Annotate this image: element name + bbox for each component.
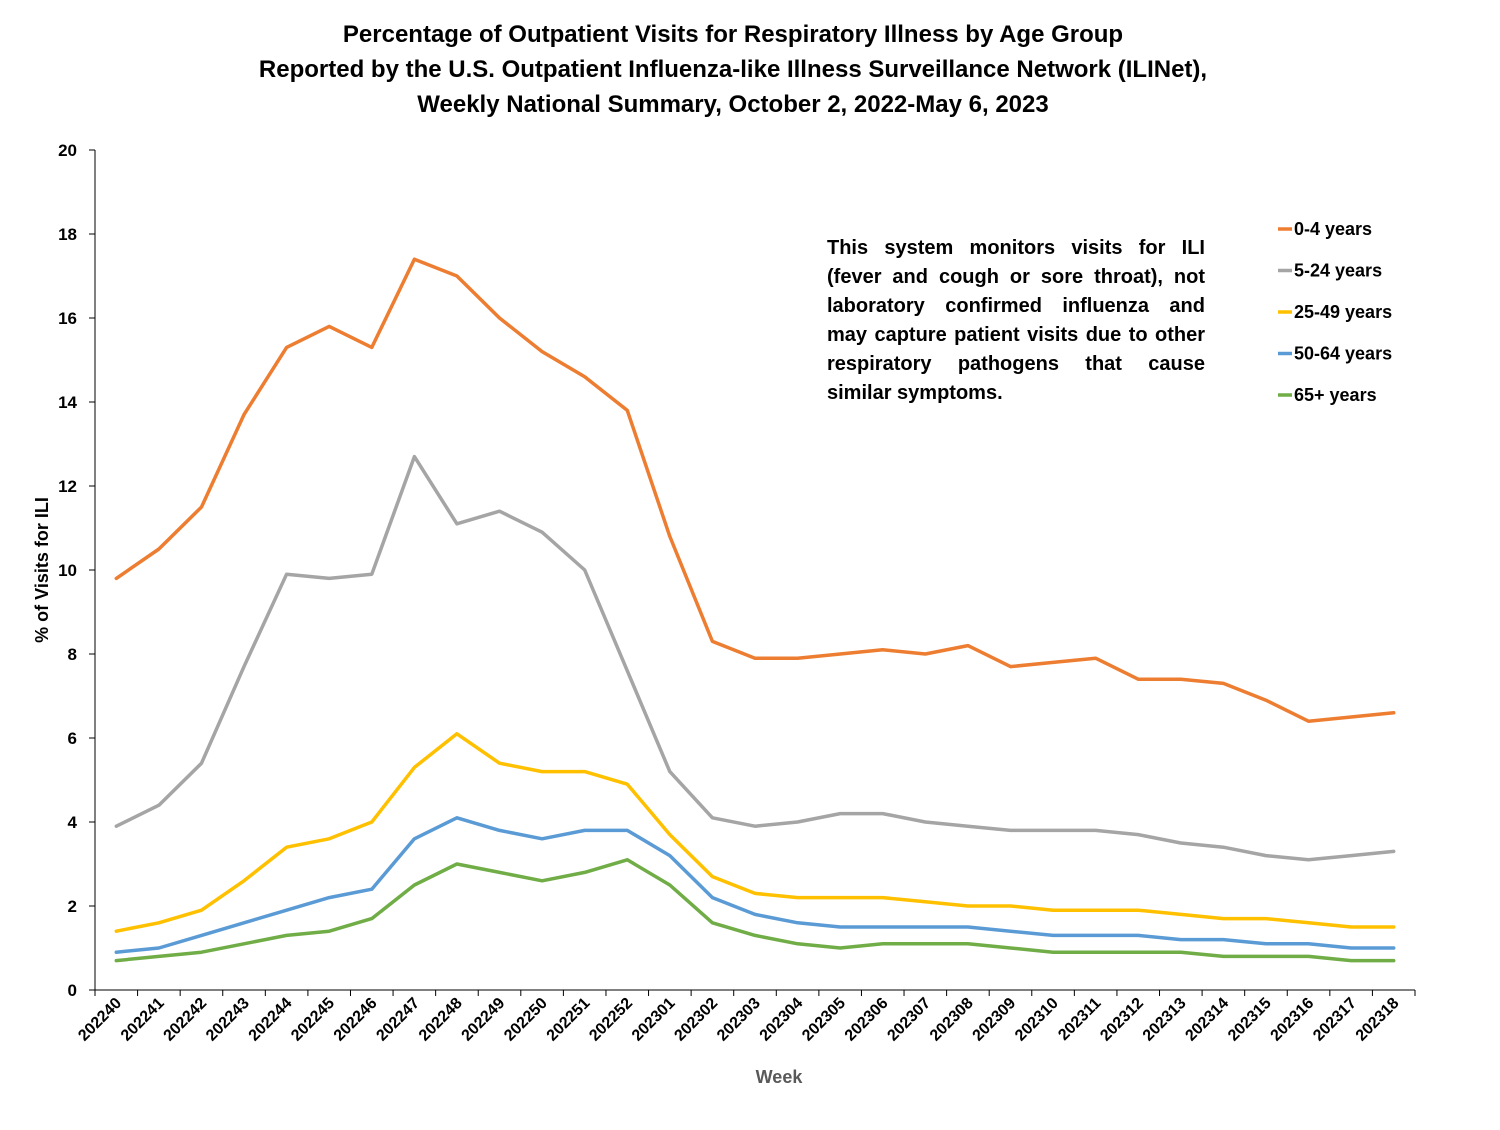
y-tick-label: 0	[68, 981, 77, 1000]
x-tick-label: 202251	[544, 995, 594, 1045]
series-line-5-24-years	[114, 454, 1396, 862]
y-tick-label: 10	[58, 561, 77, 580]
x-tick-label: 202309	[970, 995, 1020, 1045]
axes	[94, 150, 1415, 991]
x-tick-label: 202307	[884, 995, 934, 1045]
legend-label: 0-4 years	[1294, 219, 1372, 239]
y-tick-label: 6	[68, 729, 77, 748]
x-tick-label: 202301	[629, 995, 679, 1045]
y-tick-label: 8	[68, 645, 77, 664]
x-tick-label: 202240	[75, 995, 125, 1045]
x-tick-label: 202303	[714, 995, 764, 1045]
y-axis-title: % of Visits for ILI	[32, 497, 52, 643]
x-axis-ticks: 2022402022412022422022432022442022452022…	[75, 990, 1416, 1045]
chart-title-line-2: Reported by the U.S. Outpatient Influenz…	[259, 56, 1207, 83]
x-tick-label: 202314	[1182, 995, 1232, 1045]
legend-label: 5-24 years	[1294, 261, 1382, 281]
annotation-note: This system monitors visits for ILI (fev…	[827, 237, 1205, 404]
x-tick-label: 202245	[288, 995, 338, 1045]
x-tick-label: 202306	[842, 995, 892, 1045]
series-lines	[114, 257, 1396, 963]
x-tick-label: 202308	[927, 995, 977, 1045]
y-axis-ticks: 0 2 4 6 8 10 12 14 16 18 20	[58, 141, 95, 1000]
y-tick-label: 14	[58, 393, 77, 412]
x-tick-label: 202316	[1268, 995, 1318, 1045]
x-tick-label: 202246	[331, 995, 381, 1045]
legend-label: 65+ years	[1294, 385, 1377, 405]
x-tick-label: 202317	[1310, 995, 1360, 1045]
legend-label: 50-64 years	[1294, 344, 1392, 364]
legend: 0-4 years 5-24 years 25-49 years 50-64 year…	[1278, 219, 1392, 405]
x-tick-label: 202311	[1055, 995, 1104, 1044]
x-tick-label: 202242	[161, 995, 211, 1045]
x-tick-label: 202312	[1097, 995, 1147, 1045]
legend-label: 25-49 years	[1294, 302, 1392, 322]
x-tick-label: 202243	[203, 995, 253, 1045]
series-line-0-4-years	[114, 257, 1396, 723]
x-tick-label: 202249	[459, 995, 509, 1045]
chart-title: Percentage of Outpatient Visits for Resp…	[259, 21, 1207, 118]
x-tick-label: 202244	[246, 995, 296, 1045]
y-tick-label: 4	[68, 813, 78, 832]
chart-title-line-3: Weekly National Summary, October 2, 2022…	[417, 91, 1048, 118]
x-tick-label: 202241	[118, 995, 168, 1045]
x-tick-label: 202318	[1353, 995, 1403, 1045]
x-tick-label: 202315	[1225, 995, 1275, 1045]
x-tick-label: 202305	[799, 995, 849, 1045]
x-tick-label: 202313	[1140, 995, 1190, 1045]
series-line-25-49-years	[114, 732, 1396, 933]
y-tick-label: 12	[58, 477, 77, 496]
x-tick-label: 202304	[757, 995, 807, 1045]
x-tick-label: 202302	[671, 995, 721, 1045]
x-tick-label: 202247	[373, 995, 423, 1045]
x-tick-label: 202310	[1012, 995, 1062, 1045]
x-axis-title: Week	[756, 1067, 804, 1087]
series-line-50-64-years	[114, 816, 1396, 954]
chart-title-line-1: Percentage of Outpatient Visits for Resp…	[343, 21, 1123, 48]
x-tick-label: 202252	[586, 995, 636, 1045]
series-line-65-years	[114, 858, 1396, 963]
x-tick-label: 202248	[416, 995, 466, 1045]
y-tick-label: 20	[58, 141, 77, 160]
x-tick-label: 202250	[501, 995, 551, 1045]
y-tick-label: 2	[68, 897, 77, 916]
y-tick-label: 16	[58, 309, 77, 328]
y-tick-label: 18	[58, 225, 77, 244]
